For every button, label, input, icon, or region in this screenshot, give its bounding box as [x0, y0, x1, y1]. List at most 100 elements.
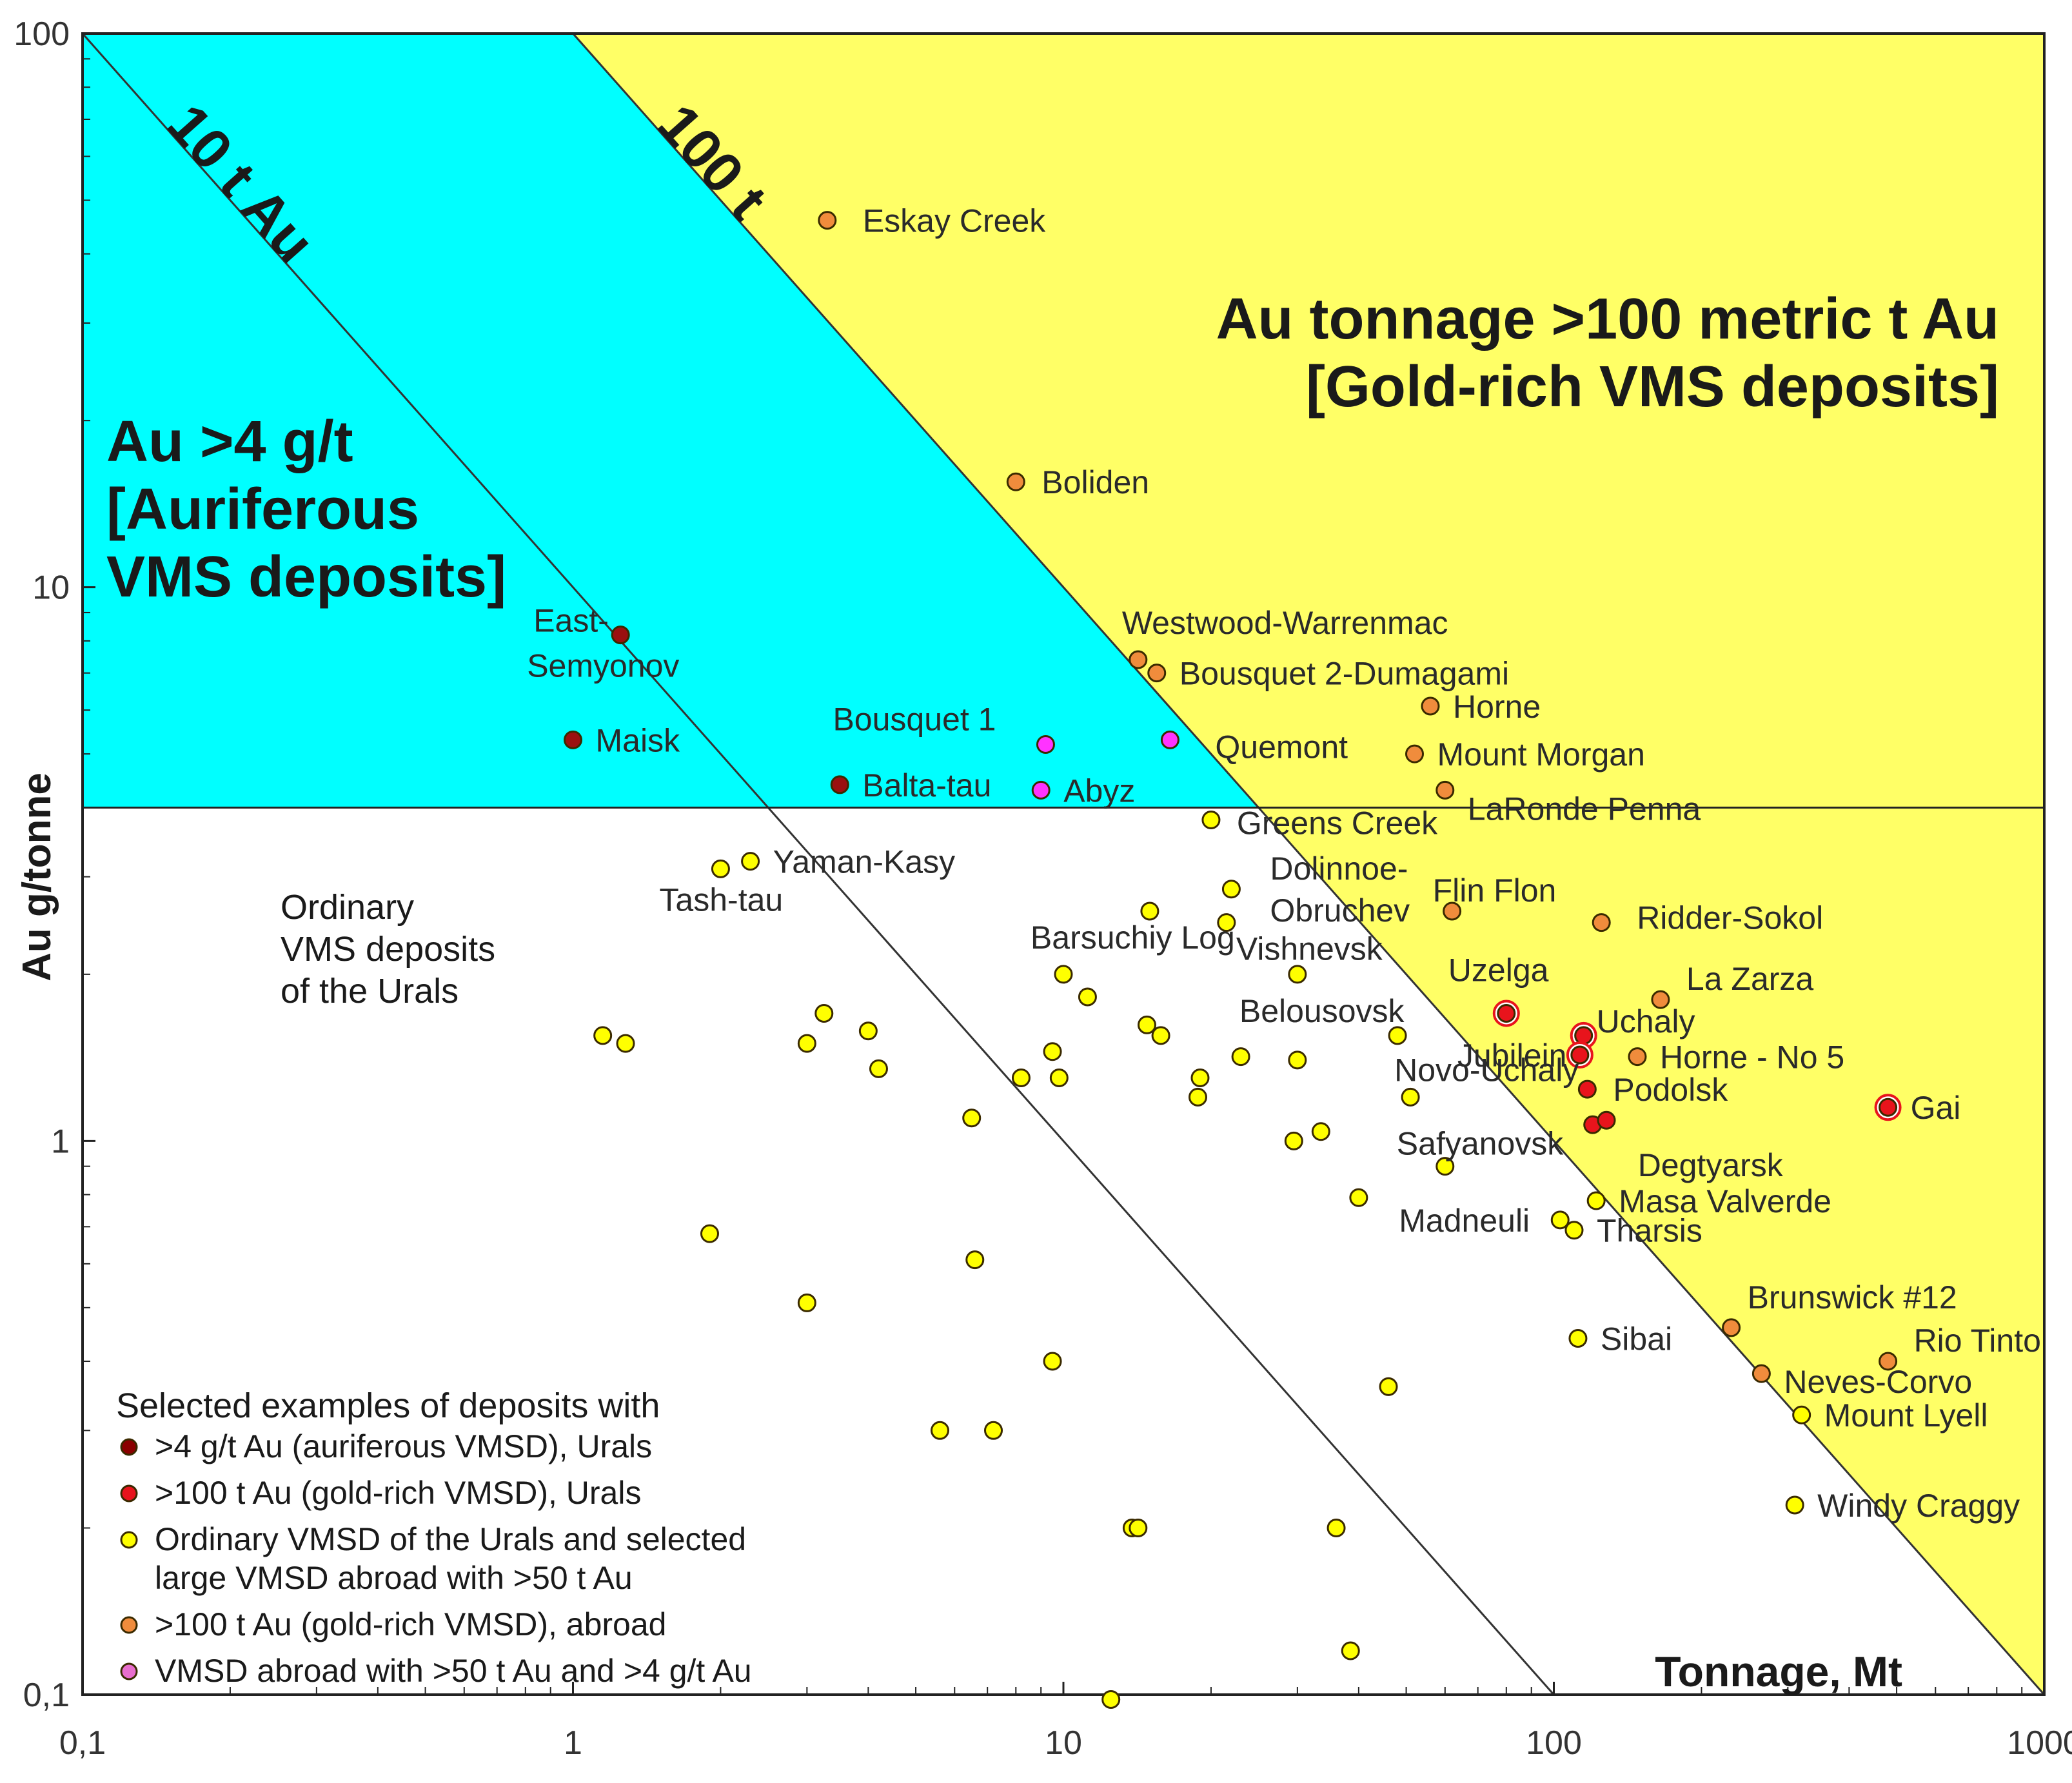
x-tick-label: 0,1 [59, 1724, 106, 1762]
data-point [1078, 987, 1097, 1007]
data-point [1341, 1641, 1360, 1660]
data-point [1327, 1519, 1346, 1538]
data-point [984, 1421, 1003, 1440]
data-label: Brunswick #12 [1748, 1279, 1957, 1315]
data-point [1190, 1068, 1210, 1087]
data-point [564, 730, 582, 749]
data-point [1577, 1079, 1597, 1099]
data-label: Uchaly [1597, 1003, 1695, 1039]
data-point [1628, 1047, 1647, 1067]
data-point [741, 852, 760, 871]
data-label: Neves-Corvo [1784, 1364, 1972, 1400]
data-point [930, 1421, 949, 1440]
data-label: Horne [1453, 689, 1541, 725]
data-point [1405, 744, 1425, 763]
data-point [1570, 1045, 1590, 1065]
data-point [1160, 730, 1179, 749]
data-point [1129, 1519, 1148, 1538]
auriferous-title-line: [Auriferous [106, 477, 419, 542]
legend-label: large VMSD abroad with >50 t Au [155, 1560, 633, 1596]
data-point [1221, 880, 1241, 899]
data-point [1388, 1026, 1407, 1045]
data-point [1379, 1377, 1398, 1396]
gold-rich-title-line: [Gold-rich VMS deposits] [1306, 355, 1999, 419]
data-point [1137, 1015, 1156, 1034]
data-point [1054, 965, 1073, 984]
data-point [1751, 1364, 1771, 1383]
data-label: Tash-tau [659, 882, 783, 918]
data-label: Podolsk [1613, 1072, 1728, 1108]
x-axis-label: Tonnage, Mt [1655, 1648, 1902, 1695]
data-point [1284, 1131, 1303, 1150]
data-label: Balta-tau [862, 767, 991, 803]
legend-marker [120, 1438, 138, 1456]
data-label: Abyz [1063, 773, 1135, 809]
data-point [814, 1003, 834, 1023]
data-point [616, 1034, 635, 1053]
data-point [1879, 1352, 1898, 1371]
gold-rich-title-line: Au tonnage >100 metric t Au [1216, 287, 1999, 351]
data-label: Rio Tinto [1914, 1323, 2041, 1359]
data-label: Sibai [1601, 1321, 1672, 1357]
data-point [1049, 1068, 1069, 1087]
data-point [1031, 780, 1051, 800]
data-point [1597, 1110, 1616, 1130]
legend-label: Ordinary VMSD of the Urals and selected [155, 1521, 746, 1557]
y-axis-label: Au g/tonne [15, 773, 59, 981]
data-label: Belousovsk [1239, 993, 1405, 1029]
legend-marker [120, 1484, 138, 1502]
data-label: Masa Valverde [1619, 1183, 1831, 1219]
data-label: Flin Flon [1433, 872, 1557, 909]
data-point [1147, 664, 1167, 683]
ordinary-title-line: of the Urals [281, 972, 459, 1010]
data-point [1288, 965, 1307, 984]
data-label: Quemont [1215, 729, 1348, 765]
data-point [711, 859, 730, 878]
data-point [1129, 650, 1148, 669]
data-point [1564, 1221, 1584, 1240]
y-tick-label: 100 [14, 15, 70, 53]
legend-marker [120, 1662, 138, 1680]
legend: Selected examples of deposits with>4 g/t… [116, 1386, 752, 1689]
data-label: Mount Morgan [1437, 736, 1645, 773]
data-point [1006, 472, 1025, 491]
data-point [869, 1059, 888, 1078]
data-label: Bousquet 1 [833, 702, 996, 738]
data-labels: Eskay Creek Boliden Westwood-Warrenmac Bous… [527, 203, 2041, 1524]
data-point [1443, 901, 1462, 921]
data-point [1311, 1122, 1330, 1141]
data-label: Maisk [596, 722, 681, 758]
data-label: East- [533, 603, 609, 639]
legend-title: Selected examples of deposits with [116, 1386, 660, 1425]
data-label: Obruchev [1270, 892, 1410, 929]
data-point [1201, 810, 1221, 829]
data-point [1792, 1405, 1811, 1424]
data-label: Gai [1911, 1090, 1961, 1126]
data-point [1550, 1210, 1570, 1230]
data-point [1568, 1328, 1588, 1348]
data-point [965, 1250, 985, 1270]
data-point [1231, 1047, 1250, 1067]
data-label: Tharsis [1597, 1213, 1702, 1249]
data-label: Uzelga [1448, 952, 1549, 988]
data-label: Mount Lyell [1824, 1397, 1988, 1433]
legend-marker [120, 1616, 138, 1634]
data-label: La Zarza [1686, 961, 1814, 997]
data-label: Dolinnoe- [1270, 851, 1408, 887]
x-tick-label: 10 [1045, 1724, 1082, 1762]
data-point [830, 775, 849, 794]
data-point [818, 211, 837, 230]
legend-label: >100 t Au (gold-rich VMSD), abroad [155, 1606, 666, 1642]
data-point [1043, 1352, 1062, 1371]
data-point [1036, 735, 1055, 754]
data-point [797, 1293, 816, 1312]
ordinary-title-line: VMS deposits [281, 930, 495, 969]
data-point [1401, 1087, 1420, 1107]
data-label: Barsuchiy Log [1031, 920, 1235, 956]
data-label: Horne - No 5 [1660, 1039, 1844, 1076]
data-label: Bousquet 2-Dumagami [1179, 656, 1509, 692]
data-point [700, 1224, 719, 1243]
data-point [1011, 1068, 1031, 1087]
